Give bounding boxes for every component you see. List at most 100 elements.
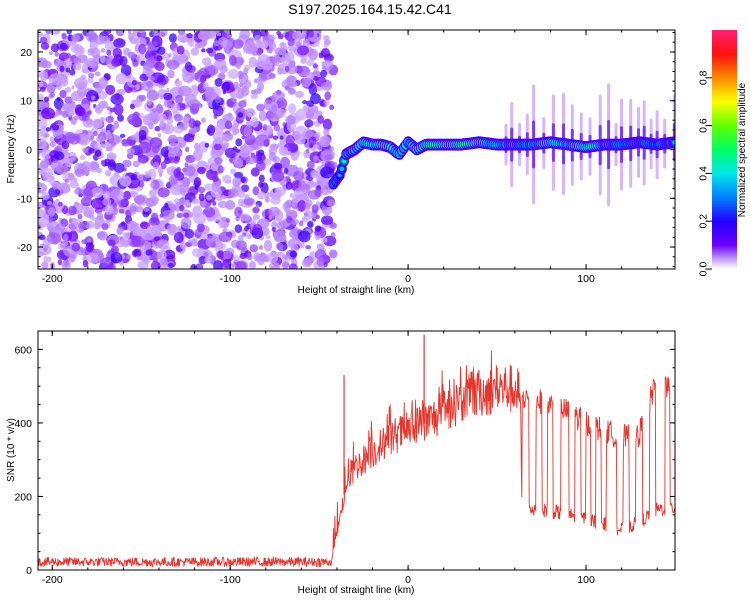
noise-blob <box>121 221 126 227</box>
noise-blob <box>109 107 115 113</box>
noise-blob <box>70 175 76 181</box>
noise-blob <box>183 165 196 177</box>
noise-blob <box>157 133 162 138</box>
noise-blob <box>127 113 141 125</box>
noise-blob <box>46 232 62 245</box>
noise-blob <box>65 52 72 59</box>
noise-blob <box>162 261 167 267</box>
snr-ticks: -200 -100 0 100 0 200 400 600 <box>14 330 675 586</box>
noise-blob <box>154 126 161 132</box>
noise-blob <box>134 194 148 206</box>
noise-blob <box>249 244 259 253</box>
noise-blob <box>59 65 65 73</box>
noise-blob <box>298 180 307 191</box>
noise-blob <box>41 261 49 269</box>
noise-blob <box>157 46 166 55</box>
noise-blob <box>97 212 104 221</box>
noise-blob <box>185 154 196 164</box>
noise-blob <box>217 200 228 209</box>
noise-blob <box>131 79 138 86</box>
noise-blob <box>184 93 197 105</box>
y-tick-label: 20 <box>20 47 32 59</box>
noise-blob <box>277 143 283 148</box>
noise-blob <box>218 37 229 46</box>
noise-blob <box>68 254 76 263</box>
y-tick-label: 10 <box>20 96 32 108</box>
noise-blob <box>167 224 172 230</box>
noise-blob <box>100 48 106 53</box>
noise-blob <box>289 250 297 258</box>
noise-blob <box>258 174 265 183</box>
noise-blob <box>100 159 106 166</box>
x-tick-label: 100 <box>577 273 595 285</box>
noise-blob <box>284 65 290 73</box>
noise-blob <box>268 215 273 220</box>
noise-blob <box>214 78 223 87</box>
noise-blob <box>254 35 262 43</box>
noise-blob <box>194 43 201 49</box>
noise-blob <box>266 124 273 130</box>
noise-blob <box>159 95 165 100</box>
noise-blob <box>113 162 125 173</box>
noise-blob <box>90 135 94 141</box>
noise-blob <box>94 84 103 94</box>
noise-blob <box>91 187 104 199</box>
noise-blob <box>247 112 253 118</box>
noise-blob <box>224 120 233 130</box>
noise-blob <box>197 166 206 175</box>
noise-blob <box>146 90 159 101</box>
noise-blob <box>38 244 52 256</box>
noise-blob <box>283 167 289 174</box>
noise-blob <box>299 220 304 227</box>
noise-blob <box>308 48 319 61</box>
noise-blob <box>232 39 244 49</box>
noise-blob <box>201 117 206 123</box>
noise-blob <box>44 133 50 138</box>
noise-blob <box>38 117 48 129</box>
noise-blob <box>179 204 185 212</box>
noise-blob <box>271 227 276 232</box>
noise-blob <box>232 177 241 187</box>
noise-blob <box>246 223 252 230</box>
noise-blob <box>234 261 247 269</box>
noise-blob <box>173 158 180 164</box>
noise-blob <box>146 99 152 106</box>
noise-blob <box>273 123 281 132</box>
noise-blob <box>321 47 330 58</box>
noise-blob <box>244 194 250 200</box>
snr-xlabel: Height of straight line (km) <box>298 585 415 596</box>
noise-blob <box>149 137 163 149</box>
noise-blob <box>211 162 218 172</box>
noise-blob <box>198 67 210 77</box>
noise-blob <box>258 39 269 50</box>
noise-blob <box>122 232 130 238</box>
noise-blob <box>149 182 155 187</box>
noise-blob <box>59 89 67 99</box>
noise-blob <box>307 221 314 228</box>
noise-blob <box>94 71 101 77</box>
noise-blob <box>114 92 121 100</box>
noise-blob <box>295 150 301 156</box>
noise-blob <box>46 200 53 206</box>
y-tick-label: -10 <box>17 193 32 205</box>
noise-blob <box>114 136 123 143</box>
noise-blob <box>168 156 175 164</box>
colorbar-tick-label: 0.4 <box>698 166 710 181</box>
noise-blob <box>180 217 192 229</box>
noise-blob <box>88 242 94 250</box>
noise-blob <box>243 68 249 75</box>
noise-blob <box>56 164 69 175</box>
noise-blob <box>319 99 326 106</box>
noise-blob <box>217 250 225 260</box>
noise-blob <box>237 198 244 207</box>
noise-blob <box>80 74 86 80</box>
noise-blob <box>251 116 259 128</box>
noise-blob <box>222 259 232 269</box>
noise-blob <box>263 240 273 252</box>
noise-blob <box>106 129 111 135</box>
noise-blob <box>44 96 50 103</box>
noise-blob <box>131 191 139 199</box>
noise-blob <box>304 209 313 220</box>
noise-blobs <box>38 30 339 269</box>
noise-blob <box>192 212 207 224</box>
